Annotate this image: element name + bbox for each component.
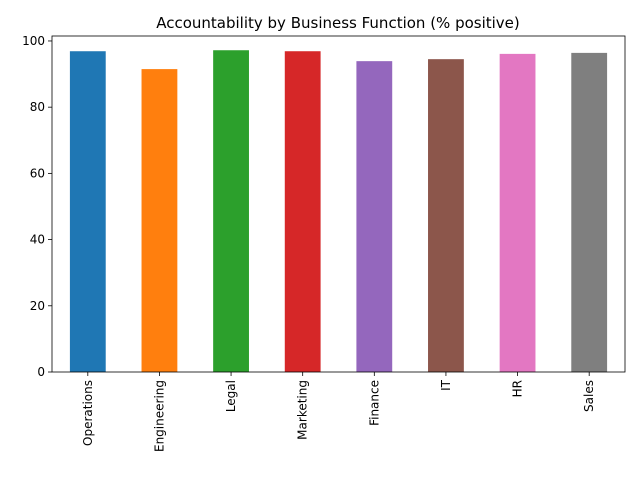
- plot-area: 0 20 40 60 80 100 Operations Engineering Legal Ma…: [22, 34, 626, 452]
- bar-it: [428, 59, 464, 372]
- bar-finance: [356, 61, 393, 372]
- y-tick-label: 100: [22, 34, 45, 48]
- y-tick-label: 20: [30, 299, 45, 313]
- bar-marketing: [284, 51, 321, 372]
- bar-engineering: [141, 69, 178, 372]
- bar-operations: [69, 51, 106, 372]
- y-tick-label: 40: [30, 233, 45, 247]
- plot-frame: [51, 35, 626, 373]
- bar-sales: [571, 52, 608, 373]
- y-tick-label: 60: [30, 166, 45, 180]
- y-tick-label: 0: [37, 365, 45, 379]
- y-tick-label: 80: [30, 100, 45, 114]
- bar-legal: [213, 50, 249, 372]
- chart-title: Accountability by Business Function (% p…: [156, 14, 520, 32]
- x-tick-label: Sales: [582, 380, 596, 412]
- x-tick-label: Marketing: [296, 380, 310, 440]
- x-tick-label: IT: [439, 379, 453, 391]
- x-tick-label: Operations: [81, 380, 95, 446]
- x-tick-label: Engineering: [152, 380, 166, 452]
- x-tick-label: HR: [511, 380, 525, 397]
- x-tick-label: Legal: [224, 380, 238, 412]
- x-tick-label: Finance: [367, 380, 381, 426]
- bar-hr: [499, 53, 536, 373]
